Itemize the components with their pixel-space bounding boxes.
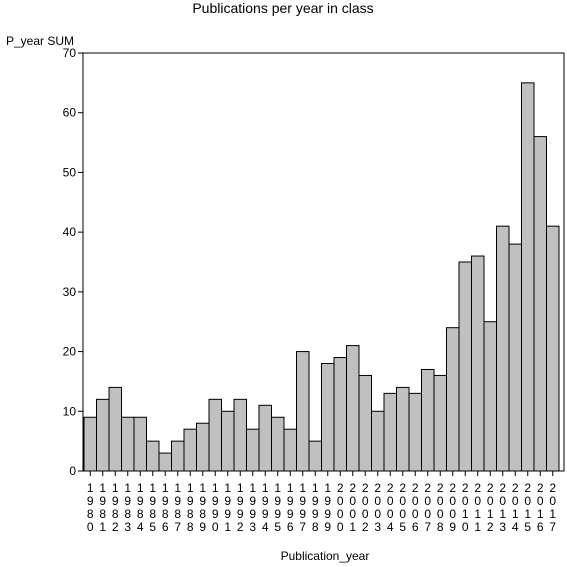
bar-1991: [221, 410, 235, 472]
bar-1980: [83, 416, 97, 472]
bar-1995: [271, 416, 285, 472]
y-tick-label: 20: [63, 345, 77, 359]
bar-1983: [121, 416, 135, 472]
bar-2008: [433, 374, 447, 472]
bar-1993: [246, 428, 260, 472]
bar-1981: [96, 398, 110, 472]
bar-2003: [371, 410, 385, 472]
bar-1994: [258, 404, 272, 472]
bar-2006: [408, 392, 422, 472]
y-tick-label: 40: [63, 225, 77, 239]
y-tick-label: 70: [63, 46, 77, 60]
bar-2009: [446, 327, 460, 472]
x-axis: 1 9 8 0 1 9 8 1 1 9 8 2 1 9 8 3 1 9 8 4 1 9 8 5 1 9 8 6 1 9 8 7 1 9 8 8 1 9 8 9…: [87, 471, 556, 534]
x-axis-label: Publication_year: [281, 549, 370, 563]
bar-1982: [108, 386, 122, 472]
bar-2014: [508, 243, 522, 472]
bar-2017: [546, 225, 560, 472]
y-tick-label: 60: [63, 106, 77, 120]
bar-1990: [208, 398, 222, 472]
bar-2005: [396, 386, 410, 472]
bar-2012: [483, 321, 497, 472]
bar-1998: [308, 440, 322, 472]
y-tick-label: 10: [63, 404, 77, 418]
bar-2015: [521, 82, 535, 472]
bar-1992: [233, 398, 247, 472]
bar-1999: [321, 363, 335, 472]
y-tick-label: 30: [63, 285, 77, 299]
bar-2011: [471, 255, 485, 472]
y-tick-label: 0: [69, 464, 76, 478]
bar-1997: [296, 351, 310, 472]
bar-1985: [146, 440, 160, 472]
bar-1984: [133, 416, 147, 472]
bar-1988: [183, 428, 197, 472]
chart-title: Publications per year in class: [192, 0, 373, 16]
y-axis-label: P_year SUM: [6, 34, 74, 48]
bar-2010: [458, 261, 472, 472]
bar-1987: [171, 440, 185, 472]
bar-2004: [383, 392, 397, 472]
y-axis: 0 10 20 30 40 50 60 70: [63, 46, 83, 478]
bar-1996: [283, 428, 297, 472]
bar-2013: [496, 225, 510, 472]
bar-2002: [358, 374, 372, 472]
y-tick-label: 50: [63, 165, 77, 179]
bar-2001: [346, 345, 360, 472]
bar-2016: [533, 136, 547, 472]
bar-1986: [158, 452, 172, 472]
bar-1989: [196, 422, 210, 472]
bar-2007: [421, 368, 435, 472]
bars: [83, 82, 560, 472]
bar-2000: [333, 357, 347, 472]
